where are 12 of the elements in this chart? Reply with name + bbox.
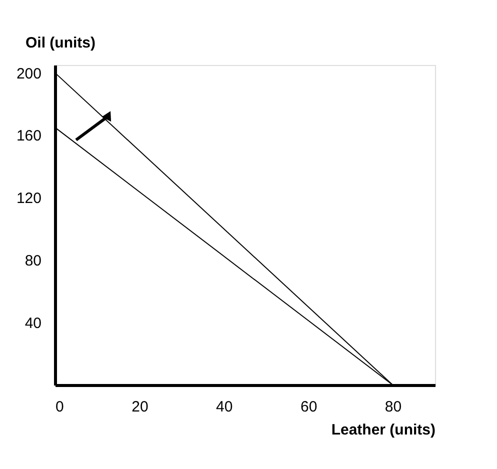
y-tick-label: 80 (24, 252, 42, 270)
x-tick-label: 0 (56, 398, 64, 416)
x-tick-label: 40 (216, 398, 233, 416)
x-tick-label: 60 (300, 398, 318, 416)
y-tick-label: 200 (16, 65, 42, 82)
y-tick-label: 40 (24, 315, 42, 332)
x-tick-label: 20 (132, 398, 148, 416)
y-tick-label: 160 (16, 128, 42, 145)
x-tick-label: 80 (384, 398, 402, 416)
y-axis-title: Oil (units) (26, 34, 96, 52)
y-tick-label: 120 (16, 190, 42, 208)
x-axis-title: Leather (units) (331, 422, 436, 438)
